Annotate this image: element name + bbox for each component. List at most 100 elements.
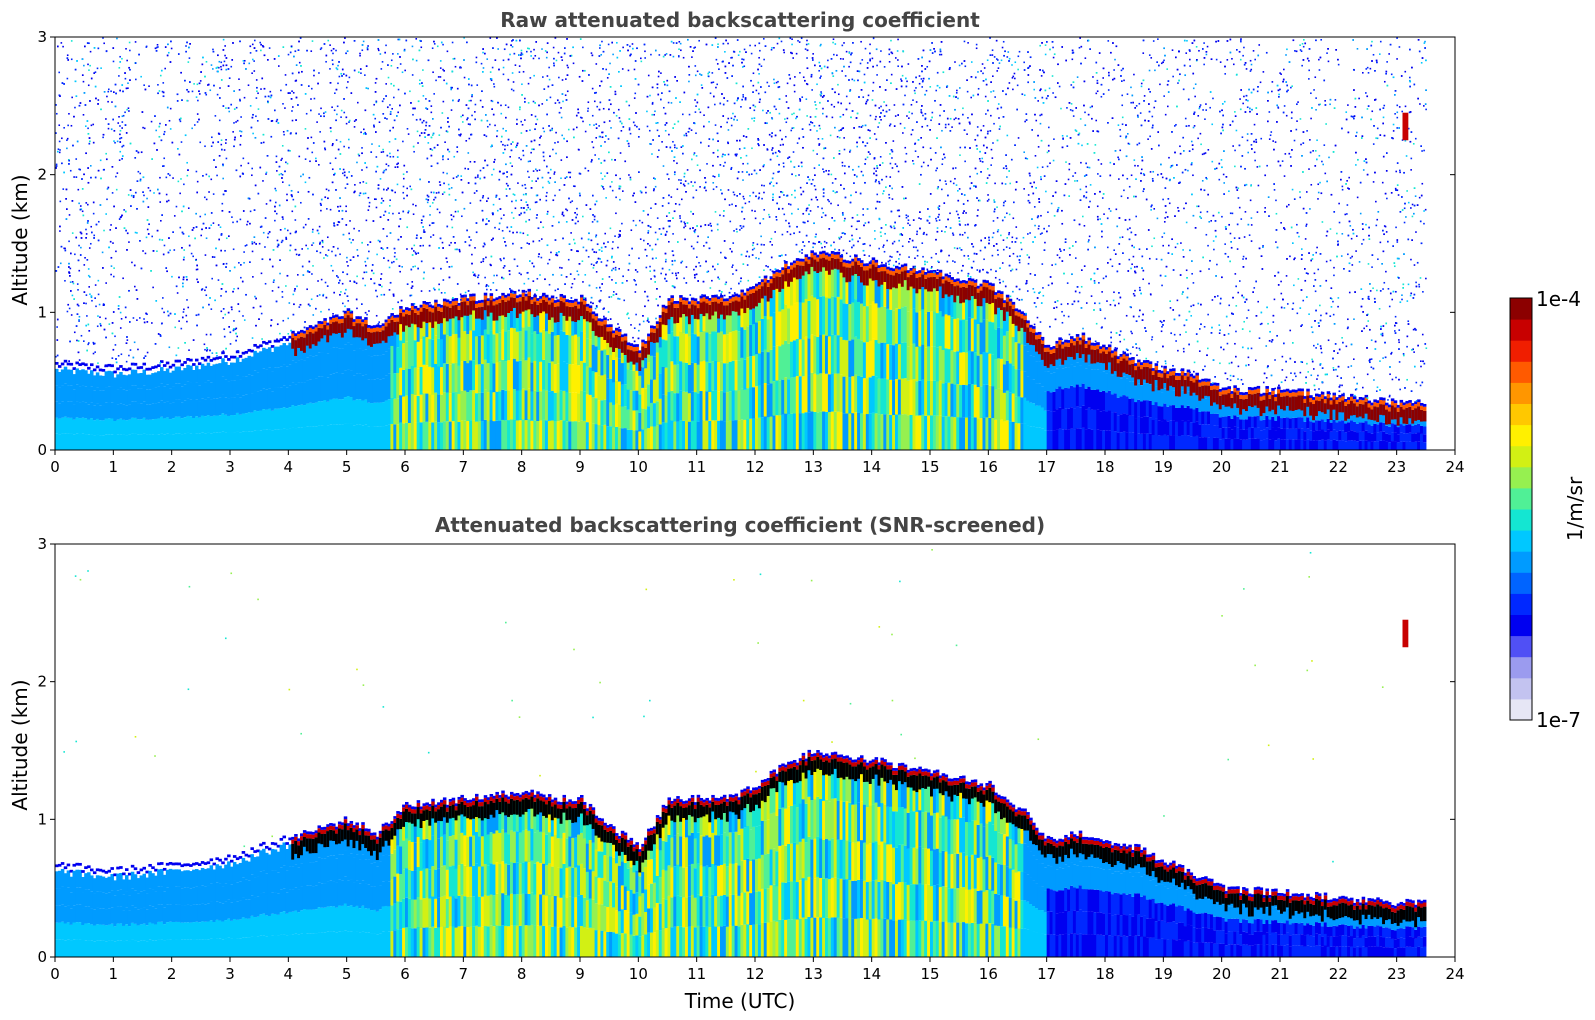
heatmap-cell — [533, 331, 537, 361]
heatmap-cell — [1379, 40, 1382, 43]
heatmap-cell — [247, 412, 252, 432]
heatmap-cell — [1148, 364, 1153, 369]
heatmap-cell — [431, 47, 434, 50]
heatmap-cell — [1291, 417, 1296, 429]
heatmap-cell — [1411, 403, 1415, 406]
heatmap-cell — [1408, 406, 1412, 419]
heatmap-cell — [501, 389, 505, 420]
heatmap-cell — [57, 148, 60, 151]
heatmap-cell — [542, 127, 545, 130]
heatmap-cell — [795, 258, 800, 261]
heatmap-cell — [644, 341, 648, 344]
heatmap-cell — [288, 342, 292, 365]
heatmap-cell — [139, 373, 144, 389]
heatmap-cell — [1411, 433, 1415, 442]
heatmap-cell — [892, 345, 896, 381]
heatmap-cell — [1201, 153, 1204, 156]
heatmap-cell — [872, 81, 875, 84]
heatmap-cell — [1096, 409, 1100, 430]
heatmap-cell — [842, 262, 847, 267]
heatmap-cell — [830, 296, 835, 335]
heatmap-cell — [63, 366, 68, 384]
heatmap-cell — [413, 308, 418, 313]
heatmap-cell — [332, 373, 336, 399]
heatmap-cell — [976, 288, 981, 293]
heatmap-cell — [279, 429, 284, 450]
heatmap-cell — [1175, 373, 1179, 376]
heatmap-cell — [1195, 379, 1199, 396]
heatmap-cell — [1046, 371, 1051, 392]
heatmap-cell — [311, 333, 316, 345]
heatmap-cell — [912, 379, 917, 415]
heatmap-cell — [1026, 400, 1030, 426]
heatmap-cell — [1405, 400, 1409, 404]
heatmap-cell — [218, 432, 222, 450]
heatmap-cell — [690, 362, 695, 392]
heatmap-cell — [410, 305, 415, 311]
heatmap-cell — [1326, 408, 1331, 419]
heatmap-cell — [381, 402, 386, 427]
heatmap-cell — [1333, 274, 1335, 277]
heatmap-cell — [294, 428, 298, 450]
heatmap-cell — [1417, 399, 1421, 403]
heatmap-cell — [1329, 400, 1334, 405]
heatmap-cell — [574, 363, 578, 393]
heatmap-cell — [1338, 411, 1342, 422]
heatmap-cell — [1064, 387, 1068, 409]
heatmap-cell — [857, 412, 861, 450]
heatmap-cell — [986, 168, 989, 170]
heatmap-cell — [930, 277, 934, 312]
heatmap-cell — [603, 317, 607, 321]
heatmap-cell — [1070, 364, 1074, 386]
heatmap-cell — [521, 289, 526, 293]
heatmap-cell — [160, 367, 164, 384]
heatmap-cell — [1131, 381, 1135, 399]
heatmap-cell — [490, 99, 493, 102]
heatmap-cell — [1370, 425, 1374, 434]
heatmap-cell — [743, 329, 747, 360]
heatmap-cell — [915, 101, 918, 103]
heatmap-cell — [539, 298, 543, 303]
heatmap-cell — [1382, 422, 1386, 432]
heatmap-cell — [125, 420, 129, 436]
heatmap-cell — [1000, 328, 1004, 359]
heatmap-cell — [1102, 77, 1104, 79]
heatmap-cell — [492, 363, 497, 393]
heatmap-cell — [1032, 332, 1036, 346]
heatmap-cell — [702, 301, 707, 332]
heatmap-cell — [708, 297, 712, 301]
heatmap-cell — [626, 389, 631, 410]
heatmap-cell — [212, 415, 217, 433]
heatmap-cell — [95, 434, 100, 450]
heatmap-cell — [318, 294, 321, 296]
heatmap-cell — [510, 293, 514, 298]
heatmap-cell — [781, 274, 785, 310]
heatmap-cell — [667, 392, 672, 422]
heatmap-cell — [822, 296, 826, 335]
heatmap-cell — [335, 314, 339, 318]
heatmap-cell — [437, 303, 441, 307]
heatmap-cell — [795, 339, 800, 377]
heatmap-cell — [1306, 388, 1310, 392]
heatmap-cell — [932, 346, 937, 381]
heatmap-cell — [346, 423, 351, 450]
heatmap-cell — [857, 264, 861, 277]
heatmap-cell — [73, 176, 75, 178]
heatmap-cell — [1414, 401, 1418, 405]
heatmap-cell — [1055, 388, 1059, 410]
heatmap-cell — [1192, 422, 1197, 437]
heatmap-cell — [647, 319, 649, 321]
heatmap-cell — [1075, 384, 1080, 407]
heatmap-cell — [1341, 400, 1345, 413]
heatmap-cell — [445, 299, 450, 303]
heatmap-cell — [927, 311, 931, 347]
heatmap-cell — [57, 418, 62, 435]
heatmap-cell — [1212, 97, 1214, 100]
heatmap-cell — [845, 263, 849, 268]
heatmap-cell — [1315, 393, 1319, 397]
heatmap-cell — [1058, 344, 1062, 359]
heatmap-cell — [1399, 415, 1404, 425]
heatmap-cell — [1081, 405, 1086, 428]
heatmap-cell — [390, 59, 393, 62]
heatmap-cell — [524, 360, 529, 391]
